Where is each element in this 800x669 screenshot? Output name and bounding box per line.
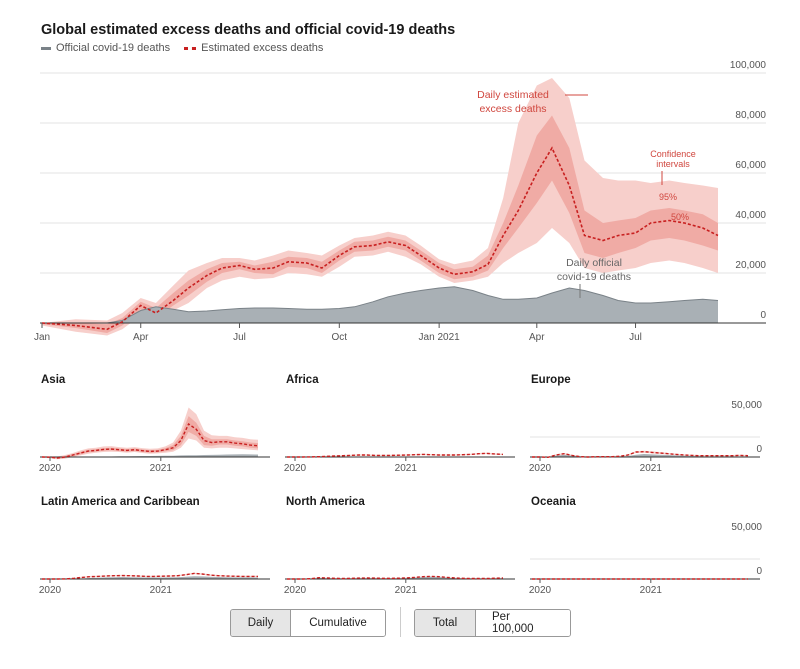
red-dotted-swatch-icon <box>184 46 197 50</box>
official-deaths-area <box>42 576 258 579</box>
x-tick-label: 2021 <box>395 463 418 474</box>
daily-button[interactable]: Daily <box>231 610 290 636</box>
x-tick-label: 2020 <box>284 463 307 474</box>
panel-title-latin-america: Latin America and Caribbean <box>41 496 200 508</box>
oceania-chart: 50,000 0 2020 2021 <box>529 522 763 596</box>
ci95-band <box>42 78 718 336</box>
controls-divider <box>400 607 401 637</box>
x-tick-label: 2020 <box>39 585 62 596</box>
estimated-deaths-line <box>41 146 719 331</box>
x-tick-label: 2020 <box>284 585 307 596</box>
x-tick-label: Apr <box>529 332 545 343</box>
x-tick-label: Jan 2021 <box>419 332 461 343</box>
panel-title-north-america: North America <box>286 496 365 508</box>
grey-swatch-icon <box>41 46 51 50</box>
estimated-deaths-line <box>287 575 504 580</box>
ci50-band <box>42 416 258 459</box>
panel-title-asia: Asia <box>41 374 66 386</box>
legend-official: Official covid-19 deaths <box>41 42 170 54</box>
x-tick-label: 2020 <box>529 585 552 596</box>
legend-estimated-label: Estimated excess deaths <box>201 42 324 54</box>
estimated-deaths-line <box>42 572 258 580</box>
latin-america-chart: 2020 2021 <box>39 572 270 596</box>
y-tick-label: 0 <box>760 310 766 321</box>
estimated-deaths-line <box>532 450 749 459</box>
ci95-band <box>287 452 503 458</box>
x-tick-label: 2021 <box>640 585 663 596</box>
official-deaths-area <box>42 286 718 323</box>
annotation-daily-estimated: Daily estimated <box>477 89 549 101</box>
asia-chart: 2020 2021 <box>39 407 270 474</box>
y-tick-label: 100,000 <box>730 60 767 71</box>
legend: Official covid-19 deaths Estimated exces… <box>41 42 323 54</box>
north-america-chart: 2020 2021 <box>284 575 515 596</box>
per-100000-button[interactable]: Per 100,000 <box>475 610 570 636</box>
y-tick-label: 40,000 <box>735 210 766 221</box>
annotation-ci95-label: 95% <box>659 192 677 202</box>
panel-title-africa: Africa <box>286 374 319 386</box>
estimated-deaths-line <box>287 452 504 458</box>
official-deaths-area <box>42 454 258 457</box>
x-tick-label: 2020 <box>39 463 62 474</box>
panel-title-europe: Europe <box>531 374 571 386</box>
europe-chart: 50,000 0 2020 2021 <box>529 400 763 474</box>
x-tick-label: Jan <box>34 332 50 343</box>
scale-toggle: Total Per 100,000 <box>414 609 571 637</box>
cumulative-button[interactable]: Cumulative <box>290 610 385 636</box>
x-tick-label: 2021 <box>150 463 173 474</box>
ci95-band <box>42 407 258 460</box>
x-tick-label: Oct <box>332 332 348 343</box>
x-tick-label: Apr <box>133 332 149 343</box>
y-tick-label: 50,000 <box>731 522 762 533</box>
ci95-band <box>532 450 748 458</box>
chart-title: Global estimated excess deaths and offic… <box>41 22 456 38</box>
panel-title-oceania: Oceania <box>531 496 576 508</box>
y-tick-label: 0 <box>756 444 762 455</box>
x-tick-label: 2020 <box>529 463 552 474</box>
official-deaths-area <box>287 576 503 579</box>
africa-chart: 2020 2021 <box>284 452 515 474</box>
ci95-band <box>287 576 503 580</box>
main-chart: 100,000 80,000 60,000 40,000 20,000 0 Jan Apr Ju… <box>34 60 767 343</box>
annotation-daily-official: covid-19 deaths <box>557 271 631 283</box>
y-tick-label: 80,000 <box>735 110 766 121</box>
y-tick-label: 50,000 <box>731 400 762 411</box>
x-tick-label: 2021 <box>395 585 418 596</box>
annotation-ci50-label: 50% <box>671 212 689 222</box>
annotation-daily-estimated: excess deaths <box>479 103 546 115</box>
y-tick-label: 0 <box>756 566 762 577</box>
ci50-band <box>42 115 718 333</box>
official-deaths-area <box>532 454 748 457</box>
y-tick-label: 20,000 <box>735 260 766 271</box>
annotation-confidence: intervals <box>656 159 690 169</box>
mode-toggle: Daily Cumulative <box>230 609 386 637</box>
x-tick-label: 2021 <box>640 463 663 474</box>
x-tick-label: 2021 <box>150 585 173 596</box>
legend-estimated: Estimated excess deaths <box>184 42 323 54</box>
annotation-daily-official: Daily official <box>566 257 622 269</box>
annotation-confidence: Confidence <box>650 149 696 159</box>
x-tick-label: Jul <box>233 332 246 343</box>
legend-official-label: Official covid-19 deaths <box>56 42 171 54</box>
x-tick-label: Jul <box>629 332 642 343</box>
estimated-deaths-line <box>41 422 259 459</box>
total-button[interactable]: Total <box>415 610 475 636</box>
y-tick-label: 60,000 <box>735 160 766 171</box>
official-deaths-line <box>42 286 719 324</box>
